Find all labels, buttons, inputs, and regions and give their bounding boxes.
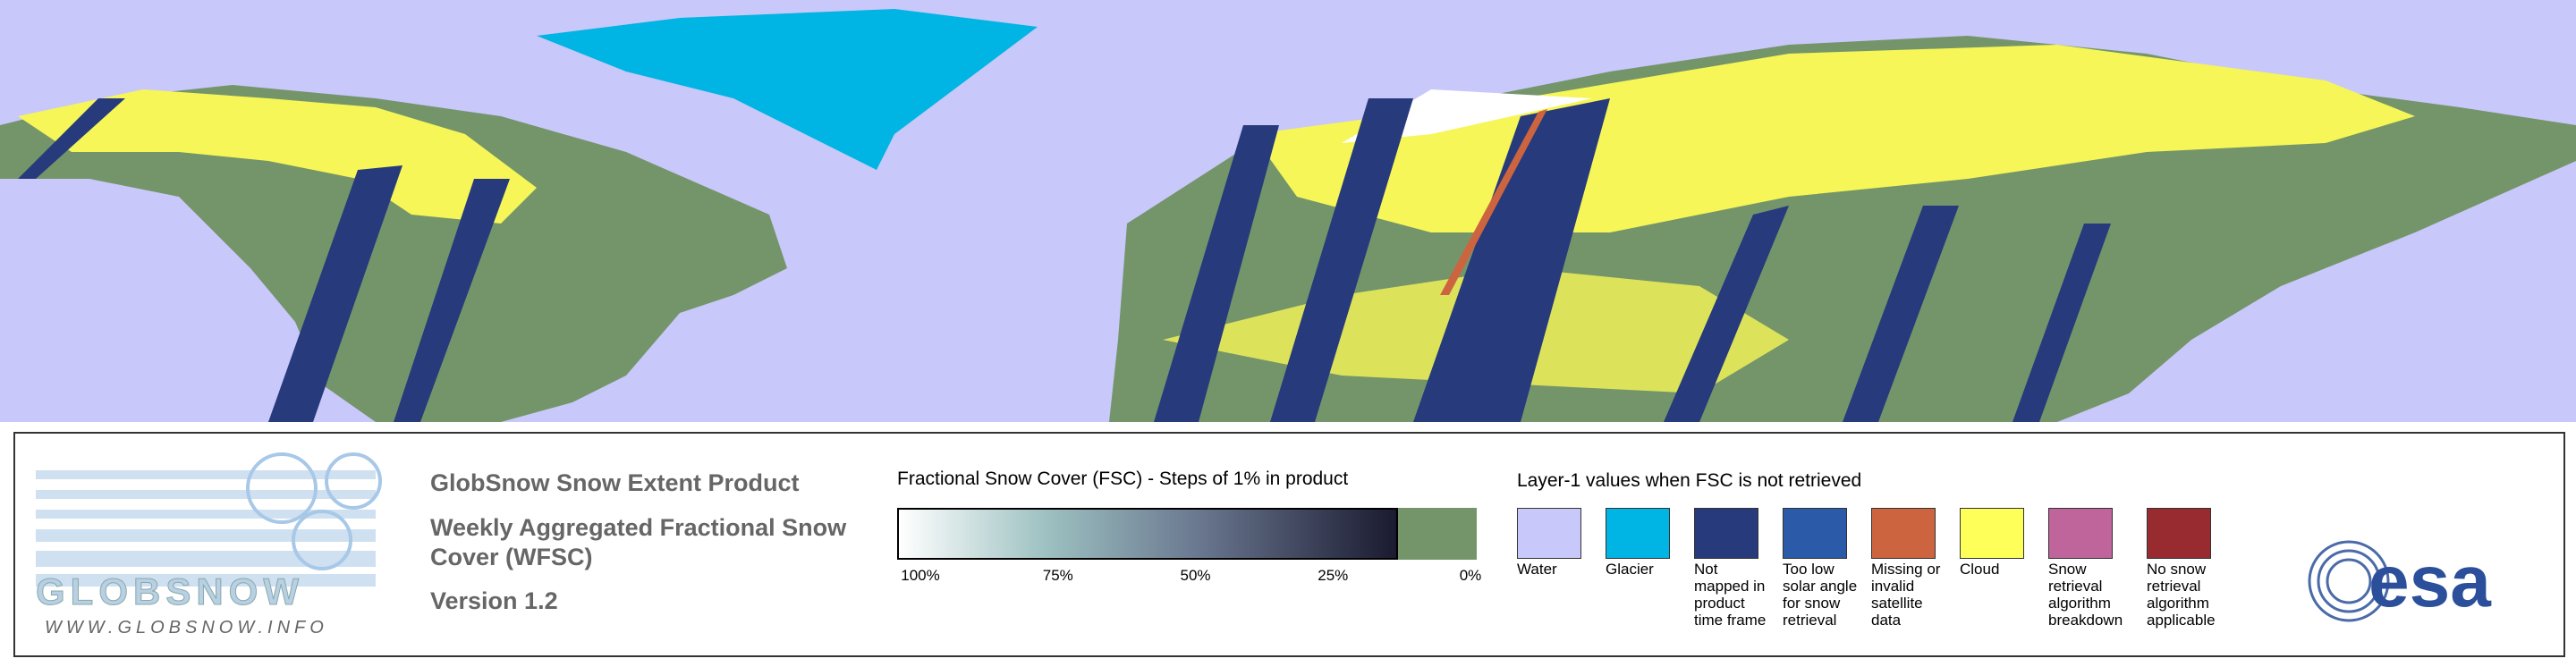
swatch [1783,508,1847,559]
swatch [2048,508,2113,559]
swatch-label: Not mapped in product time frame [1694,561,1767,629]
colorbar-tick-label: 50% [1180,567,1211,584]
swatch [1694,508,1758,559]
swatch-label: Glacier [1606,561,1654,578]
title: GlobSnow Snow Extent Product [430,469,800,496]
swatch-label: Cloud [1960,561,2000,578]
map [0,0,2576,422]
colorbar-tick-label: 75% [1042,567,1073,584]
swatch [2147,508,2211,559]
swatch-label: Missing or invalid satellite data [1871,561,1941,629]
colorbar-tick-label: 25% [1318,567,1349,584]
swatch [1960,508,2024,559]
agency-logo: esa [2308,540,2492,622]
colorbar [897,508,1398,560]
version: Version 1.2 [430,587,558,614]
swatch [1871,508,1936,559]
swatch-label: Snow retrieval algorithm breakdown [2048,561,2123,629]
subtitle: Weekly Aggregated Fractional Snow Cover … [430,514,847,570]
colorbar-tick-label: 100% [901,567,940,584]
layer1-title: Layer-1 values when FSC is not retrieved [1517,470,1862,491]
swatch [1606,508,1670,559]
legend-panel [13,432,2565,657]
colorbar-tick-label: 0% [1459,567,1482,584]
swatch-label: Too low solar angle for snow retrieval [1783,561,1858,629]
logo-name: GLOBSNOW [36,570,304,612]
colorbar-nosnow [1398,508,1477,560]
swatch-label: No snow retrieval algorithm applicable [2147,561,2216,629]
logo-url: WWW.GLOBSNOW.INFO [45,618,328,637]
colorbar-title: Fractional Snow Cover (FSC) - Steps of 1… [897,469,1349,489]
swatch-label: Water [1517,561,1557,578]
swatch [1517,508,1581,559]
agency: esa [2368,541,2492,622]
logo: GLOBSNOW WWW.GLOBSNOW.INFO [36,452,382,637]
